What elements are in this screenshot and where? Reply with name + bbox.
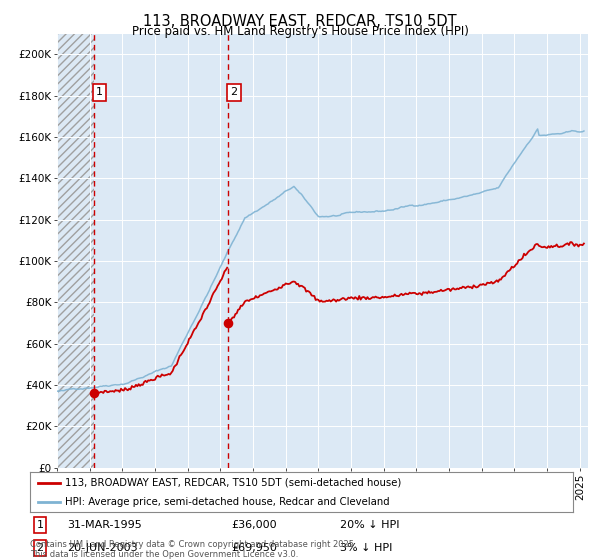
Text: Price paid vs. HM Land Registry's House Price Index (HPI): Price paid vs. HM Land Registry's House … (131, 25, 469, 38)
Point (89, 389, 98, 398)
Text: 31-MAR-1995: 31-MAR-1995 (67, 520, 142, 530)
Text: 113, BROADWAY EAST, REDCAR, TS10 5DT (semi-detached house): 113, BROADWAY EAST, REDCAR, TS10 5DT (se… (65, 478, 401, 488)
Text: 1: 1 (37, 520, 44, 530)
Text: 1: 1 (96, 87, 103, 97)
Point (223, 319, 233, 328)
Text: 113, BROADWAY EAST, REDCAR, TS10 5DT: 113, BROADWAY EAST, REDCAR, TS10 5DT (143, 14, 457, 29)
Text: Contains HM Land Registry data © Crown copyright and database right 2025.
This d: Contains HM Land Registry data © Crown c… (30, 540, 356, 559)
Text: 20% ↓ HPI: 20% ↓ HPI (340, 520, 399, 530)
Text: 2: 2 (230, 87, 237, 97)
Text: 20-JUN-2003: 20-JUN-2003 (67, 543, 137, 553)
Text: £36,000: £36,000 (231, 520, 277, 530)
Text: 2: 2 (37, 543, 44, 553)
Text: 3% ↓ HPI: 3% ↓ HPI (340, 543, 392, 553)
Text: £69,950: £69,950 (231, 543, 277, 553)
Bar (57, 34, 94, 468)
Text: HPI: Average price, semi-detached house, Redcar and Cleveland: HPI: Average price, semi-detached house,… (65, 497, 390, 507)
